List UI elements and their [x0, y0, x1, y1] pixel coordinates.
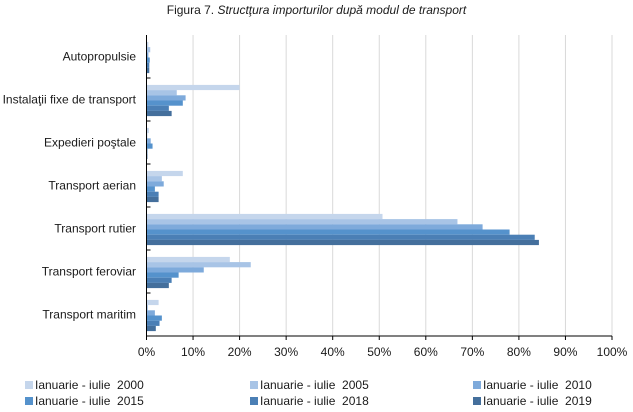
x-tick-label: 30%	[274, 345, 298, 359]
bar	[146, 299, 159, 306]
bar	[146, 170, 183, 177]
bar	[146, 181, 164, 187]
legend-item: Ianuarie - iulie 2010	[473, 378, 592, 392]
bar	[146, 95, 186, 101]
bar	[146, 320, 160, 326]
bar	[146, 143, 153, 149]
legend-item: Ianuarie - iulie 2015	[25, 394, 144, 408]
x-tick-label: 0%	[138, 345, 156, 359]
bar	[146, 196, 159, 203]
bar	[146, 100, 183, 106]
bar	[146, 325, 156, 332]
bar	[146, 47, 151, 53]
bar	[146, 272, 179, 278]
x-tick-label: 10%	[181, 345, 205, 359]
bar	[146, 239, 539, 246]
category-label: Instalaţii fixe de transport	[3, 93, 137, 107]
x-tick-label: 90%	[553, 345, 577, 359]
bar	[146, 90, 177, 96]
bar	[146, 224, 483, 230]
category-label: Autopropulsie	[63, 50, 137, 64]
bar	[146, 282, 169, 289]
axes	[146, 35, 613, 340]
x-tick-label: 100%	[597, 345, 628, 359]
bar	[146, 262, 251, 268]
bar	[146, 277, 172, 283]
chart-title-prefix: Figura 7.	[166, 3, 218, 17]
legend-label: Ianuarie - iulie 2000	[35, 378, 144, 392]
bar	[146, 267, 204, 273]
x-tick-label: 70%	[460, 345, 484, 359]
legend-swatch	[473, 381, 481, 389]
legend-swatch	[250, 397, 258, 405]
bar	[146, 305, 148, 311]
gridlines	[192, 35, 613, 336]
category-labels: Autopropulsie Instalaţii fixe de transpor…	[3, 50, 137, 322]
category-label: Expedieri poştale	[44, 136, 136, 150]
x-tick-label: 60%	[414, 345, 438, 359]
category-label: Transport rutier	[54, 222, 136, 236]
x-tick-label: 40%	[321, 345, 345, 359]
legend-item: Ianuarie - iulie 2019	[473, 394, 592, 408]
legend-swatch	[25, 397, 33, 405]
bar	[146, 234, 535, 240]
bars	[146, 41, 539, 332]
bar	[146, 256, 230, 263]
bar	[146, 213, 383, 220]
bar	[146, 110, 172, 117]
category-label: Transport aerian	[48, 179, 136, 193]
bar	[146, 57, 150, 63]
bar	[146, 229, 510, 235]
legend-swatch	[473, 397, 481, 405]
bar-chart: Autopropulsie Instalaţii fixe de transpor…	[3, 35, 628, 359]
legend-swatch	[25, 381, 33, 389]
x-tick-labels: 0% 10% 20% 30% 40% 50% 60% 70% 80% 90% 100%	[138, 345, 628, 359]
chart-title: Figura 7. Structţura importurilor după m…	[0, 3, 633, 17]
x-tick-label: 20%	[228, 345, 252, 359]
legend-item: Ianuarie - iulie 2005	[250, 378, 369, 392]
category-label: Transport feroviar	[42, 265, 136, 279]
bar	[146, 127, 149, 134]
bar	[146, 186, 155, 192]
x-tick-label: 80%	[507, 345, 531, 359]
category-label: Transport maritim	[42, 308, 136, 322]
x-tick-label: 50%	[367, 345, 391, 359]
bar	[146, 52, 149, 58]
legend-label: Ianuarie - iulie 2005	[260, 378, 369, 392]
bar	[146, 176, 162, 182]
legend-label: Ianuarie - iulie 2019	[483, 394, 592, 408]
bar	[146, 41, 149, 48]
bar	[146, 219, 458, 225]
legend-item: Ianuarie - iulie 2000	[25, 378, 144, 392]
bar	[146, 67, 150, 74]
chart-title-main: Structţura importurilor după modul de tr…	[217, 3, 467, 17]
legend-swatch	[250, 381, 258, 389]
legend-label: Ianuarie - iulie 2018	[260, 394, 369, 408]
bar	[146, 310, 155, 316]
legend-item: Ianuarie - iulie 2018	[250, 394, 369, 408]
bar	[146, 62, 150, 68]
bar	[146, 105, 169, 111]
bar	[146, 191, 159, 197]
bar	[146, 138, 151, 144]
legend-label: Ianuarie - iulie 2010	[483, 378, 592, 392]
legend-label: Ianuarie - iulie 2015	[35, 394, 144, 408]
bar	[146, 315, 162, 321]
bar	[146, 84, 240, 91]
legend: Ianuarie - iulie 2000 Ianuarie - iulie 20…	[0, 378, 633, 410]
